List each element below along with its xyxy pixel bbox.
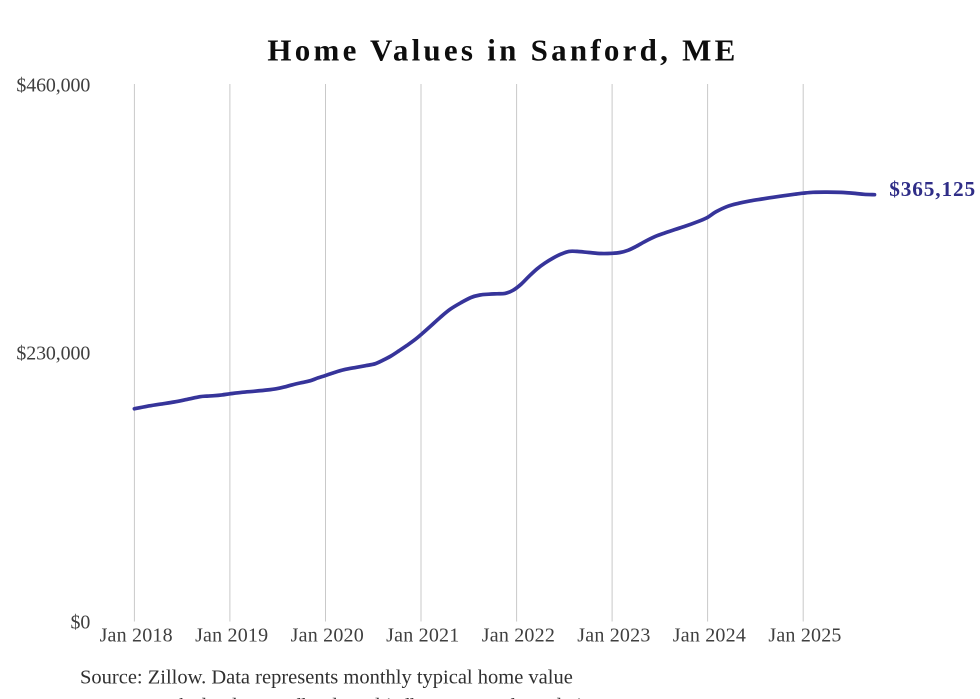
svg-text:Jan 2024: Jan 2024 [673, 625, 746, 647]
svg-text:Jan 2019: Jan 2019 [195, 625, 268, 647]
svg-text:Jan 2022: Jan 2022 [482, 625, 555, 647]
svg-text:Data is smoothed and seasonall: Data is smoothed and seasonally adjusted… [80, 695, 584, 699]
svg-text:Source: Zillow. Data represent: Source: Zillow. Data represents monthly … [80, 666, 573, 688]
svg-text:Jan 2023: Jan 2023 [577, 625, 650, 647]
svg-text:$460,000: $460,000 [16, 75, 90, 97]
svg-text:Jan 2020: Jan 2020 [291, 625, 364, 647]
svg-text:$230,000: $230,000 [16, 343, 90, 365]
svg-text:Jan 2025: Jan 2025 [768, 625, 841, 647]
svg-text:Jan 2021: Jan 2021 [386, 625, 459, 647]
svg-text:Jan 2018: Jan 2018 [100, 625, 173, 647]
svg-text:$0: $0 [70, 612, 90, 634]
svg-text:$365,125: $365,125 [889, 177, 976, 201]
svg-text:Home Values in Sanford, ME: Home Values in Sanford, ME [267, 33, 738, 68]
